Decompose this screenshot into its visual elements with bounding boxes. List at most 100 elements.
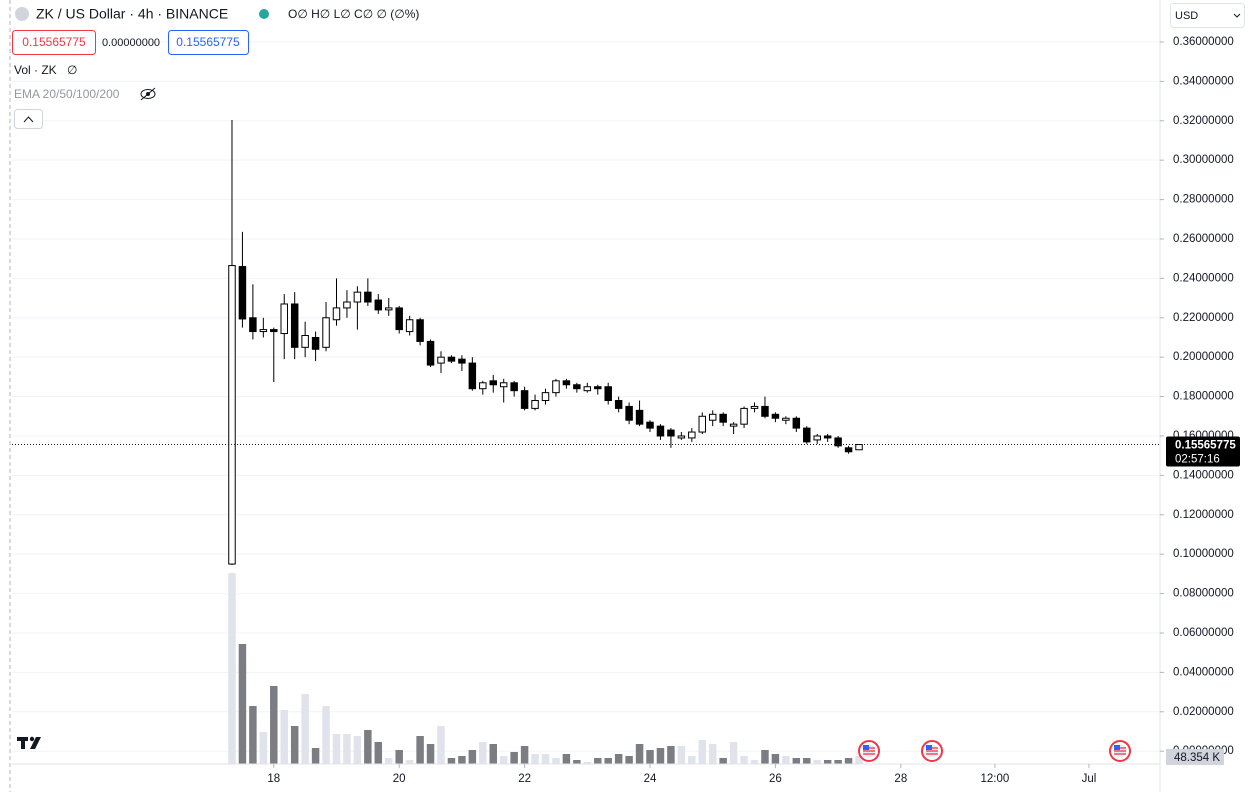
volume-bar (343, 734, 351, 764)
collapse-button[interactable] (14, 109, 43, 129)
candle-body (499, 382, 508, 388)
candle-body (583, 386, 592, 392)
volume-bar (259, 732, 268, 764)
candle-body (771, 413, 780, 419)
volume-bar (426, 744, 435, 764)
volume-bar (688, 756, 696, 764)
candle-body (416, 319, 424, 342)
volume-bar (311, 748, 320, 764)
y-tick-label: 0.20000000 (1173, 351, 1234, 363)
economic-event-flag[interactable] (921, 740, 943, 762)
candle-body (782, 417, 790, 421)
candle-body (573, 384, 581, 390)
volume-bar (510, 752, 518, 764)
volume-bar (823, 760, 832, 764)
currency[interactable]: USD (1175, 10, 1198, 22)
dropdown-arrow (1233, 13, 1241, 18)
volume-bar (719, 758, 727, 764)
volume-bar (332, 734, 341, 764)
volume-bar (625, 756, 633, 764)
volume-bar (270, 686, 278, 764)
y-tick-label: 0.14000000 (1173, 469, 1234, 481)
y-tick-label: 0.10000000 (1173, 548, 1234, 560)
ohlc-values: O∅ H∅ L∅ C∅ ∅ (∅%) (288, 7, 419, 21)
buy-price[interactable]: 0.15565775 (176, 35, 240, 49)
candle-body (311, 336, 320, 350)
volume-bar (228, 573, 236, 764)
volume-bar (761, 750, 769, 764)
candle-body (479, 382, 487, 390)
candle-body (656, 425, 665, 437)
candle-body (552, 380, 560, 394)
candle-body (698, 415, 707, 433)
volume-value: ∅ (67, 63, 77, 77)
volume-bar (708, 744, 717, 764)
candle-body (541, 392, 550, 402)
volume-bar (740, 756, 748, 764)
volume-bar (416, 736, 424, 764)
hide-icon[interactable] (140, 87, 156, 101)
volume-bar (782, 756, 790, 764)
x-tick-label: 18 (267, 773, 280, 785)
candle-body (228, 265, 236, 565)
candle-body (385, 307, 393, 311)
flag-canton (863, 745, 869, 750)
candle-body (792, 417, 801, 429)
candle-body (520, 390, 529, 409)
volume-bar (499, 756, 508, 764)
volume-bar (813, 760, 821, 764)
candle-body (343, 301, 351, 309)
y-tick-label: 0.18000000 (1173, 391, 1234, 403)
volume-bar (520, 746, 529, 764)
economic-event-flag[interactable] (1109, 740, 1131, 762)
x-tick-label: Jul (1082, 773, 1097, 785)
volume-label-box (1166, 749, 1224, 765)
symbol-logo (15, 7, 29, 21)
volume-bar (844, 758, 853, 764)
volume-bar (604, 758, 612, 764)
volume-bar (771, 754, 780, 764)
candle-body (635, 409, 644, 425)
candle-body (708, 413, 717, 421)
volume-bar (437, 726, 445, 764)
candle-body (646, 421, 654, 429)
tv-logo[interactable] (17, 736, 41, 749)
x-tick-label: 28 (894, 773, 907, 785)
volume-bar (635, 744, 644, 764)
candle-body (489, 380, 497, 386)
y-tick-label: 0.02000000 (1173, 706, 1234, 718)
volume-bar (405, 760, 414, 764)
y-tick-label: 0.04000000 (1173, 666, 1234, 678)
candle-body (855, 444, 863, 451)
volume-bar (855, 755, 863, 764)
volume-bar (385, 758, 393, 764)
candle-body (322, 317, 330, 348)
countdown: 02:57:16 (1175, 454, 1220, 466)
volume-label: 48.354 K (1174, 752, 1220, 764)
market-status[interactable] (259, 9, 269, 19)
candle-body (594, 386, 602, 390)
spread: 0.00000000 (102, 37, 160, 49)
candle-body (667, 429, 675, 437)
sell-price[interactable]: 0.15565775 (22, 35, 86, 49)
symbol-title[interactable]: ZK / US Dollar · 4h · BINANCE (36, 6, 228, 22)
volume-bar (353, 736, 362, 764)
sell-box[interactable] (12, 30, 96, 55)
candle-body (803, 427, 811, 443)
candle-body (677, 435, 686, 439)
currency-select[interactable] (1170, 3, 1245, 28)
volume-bar (750, 760, 759, 764)
volume-bar (238, 644, 247, 764)
x-tick-label: 22 (518, 773, 531, 785)
last-price-box (1166, 436, 1240, 467)
x-tick-label: 12:00 (980, 773, 1009, 785)
candle-body (447, 356, 456, 362)
y-tick-label: 0.22000000 (1173, 312, 1234, 324)
buy-box[interactable] (168, 30, 249, 55)
candle-body (290, 303, 299, 348)
x-tick-label: 24 (644, 773, 657, 785)
candle-body (280, 303, 288, 335)
candle-body (813, 435, 821, 441)
economic-event-flag[interactable] (858, 740, 880, 762)
